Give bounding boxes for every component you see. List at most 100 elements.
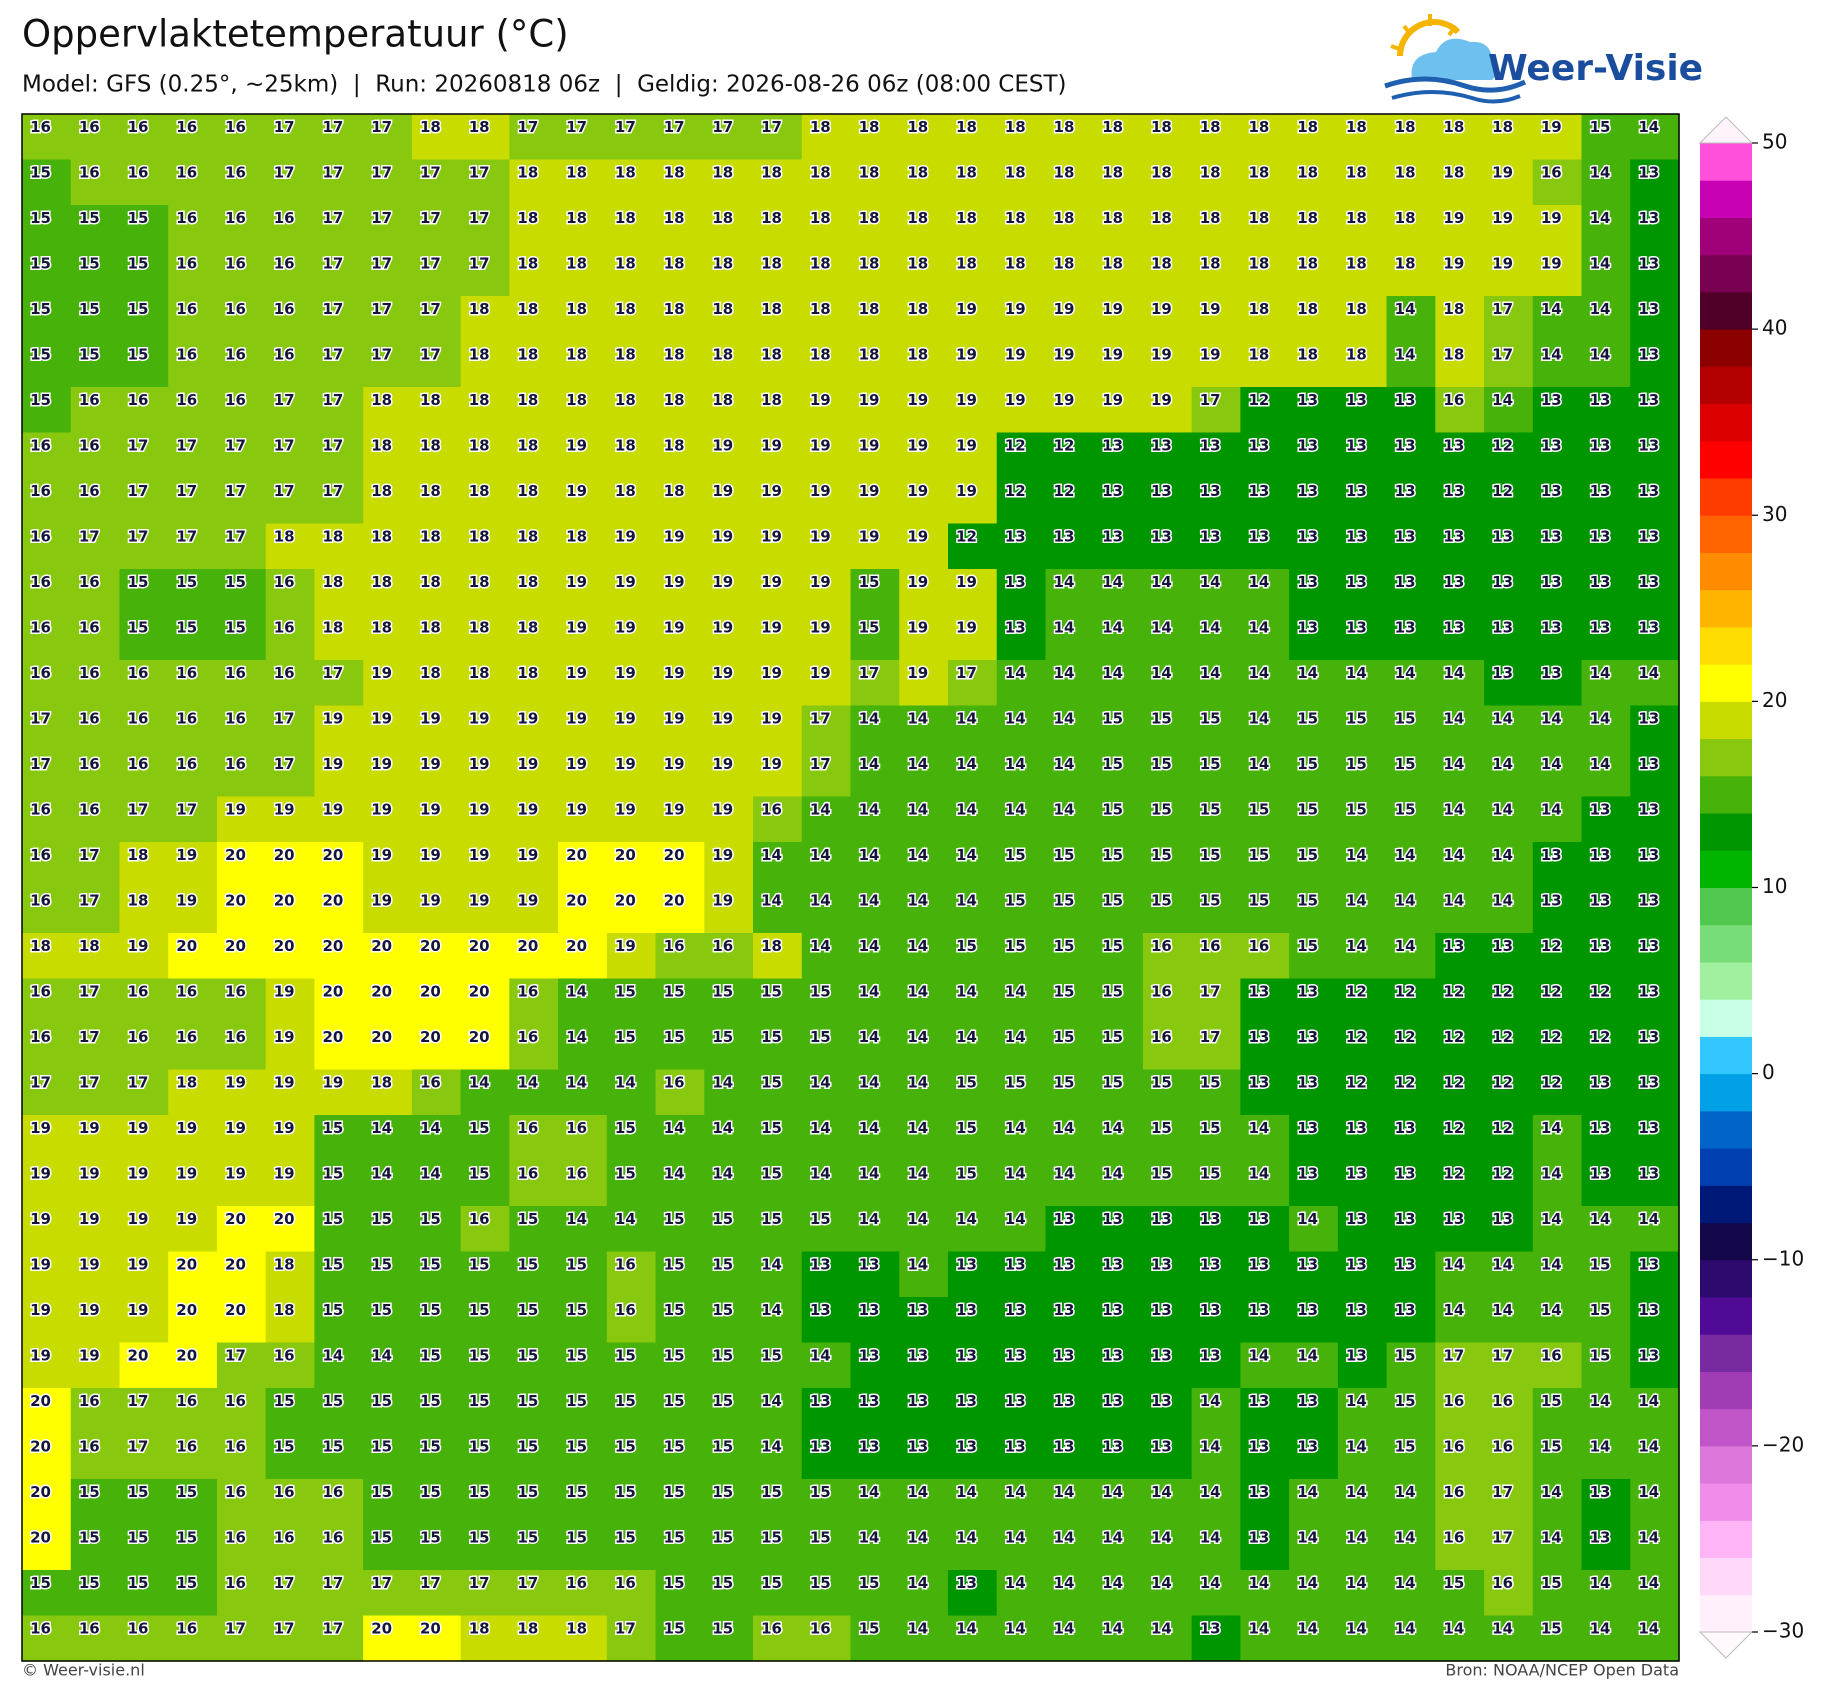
temperature-label: 16 [79,1392,100,1410]
temperature-cell [947,296,998,343]
temperature-label: 18 [1443,118,1464,136]
temperature-label: 15 [1151,1119,1172,1137]
temperature-cell [1581,387,1631,434]
temperature-label: 14 [1638,1392,1659,1410]
temperature-label: 16 [79,1620,100,1638]
temperature-label: 14 [1248,710,1269,728]
temperature-cell [1289,159,1339,206]
colorbar-band [1700,1594,1752,1633]
temperature-label: 17 [956,664,977,682]
temperature-cell [1532,432,1583,479]
temperature-label: 14 [1151,664,1172,682]
temperature-label: 18 [517,664,538,682]
temperature-cell [801,296,852,343]
temperature-cell [216,159,267,206]
temperature-label: 14 [371,1165,392,1183]
temperature-cell [1045,114,1095,161]
temperature-cell [119,478,169,525]
temperature-label: 15 [469,1529,490,1547]
temperature-label: 15 [469,1165,490,1183]
temperature-cell [1337,250,1388,297]
temperature-label: 14 [956,892,977,910]
temperature-label: 14 [1590,1620,1611,1638]
temperature-cell [460,296,510,343]
temperature-label: 15 [420,1347,441,1365]
temperature-cell [558,341,608,388]
temperature-label: 18 [274,528,295,546]
temperature-cell [1484,205,1534,252]
temperature-label: 19 [664,801,685,819]
temperature-label: 13 [1248,528,1269,546]
temperature-cell [606,432,657,479]
temperature-cell [1045,387,1095,434]
temperature-cell [460,387,510,434]
temperature-label: 13 [1590,1074,1611,1092]
temperature-label: 20 [225,1301,246,1319]
temperature-cell [850,114,900,161]
temperature-cell [1484,341,1534,388]
temperature-label: 19 [371,892,392,910]
temperature-cell [1045,159,1095,206]
temperature-label: 14 [566,1074,587,1092]
temperature-label: 14 [1102,664,1123,682]
temperature-label: 14 [956,1210,977,1228]
temperature-label: 14 [1346,1574,1367,1592]
colorbar-tick-label: −10 [1762,1246,1804,1270]
temperature-label: 17 [371,209,392,227]
temperature-cell [899,387,949,434]
temperature-cell [1337,159,1388,206]
temperature-label: 14 [1443,1256,1464,1274]
temperature-label: 13 [1492,619,1513,637]
temperature-cell [1435,341,1485,388]
temperature-cell [996,296,1047,343]
colorbar-band [1700,552,1752,591]
temperature-label: 18 [859,164,880,182]
temperature-label: 16 [176,255,197,273]
temperature-label: 16 [615,1256,636,1274]
temperature-label: 13 [1346,528,1367,546]
temperature-label: 18 [1297,164,1318,182]
temperature-label: 15 [1297,846,1318,864]
temperature-label: 17 [128,482,149,500]
temperature-label: 14 [761,892,782,910]
temperature-label: 16 [274,619,295,637]
temperature-label: 12 [1395,1028,1416,1046]
temperature-label: 15 [615,1392,636,1410]
temperature-label: 15 [566,1347,587,1365]
temperature-label: 15 [1054,937,1075,955]
colorbar-band [1700,143,1752,181]
temperature-label: 15 [810,1210,831,1228]
temperature-label: 13 [1638,710,1659,728]
temperature-cell [1484,296,1534,343]
temperature-label: 15 [664,1620,685,1638]
temperature-label: 20 [371,1620,392,1638]
temperature-label: 19 [517,755,538,773]
temperature-label: 15 [761,1028,782,1046]
temperature-label: 15 [1248,846,1269,864]
colorbar-band [1700,180,1752,218]
temperature-label: 18 [30,937,51,955]
temperature-label: 14 [859,1074,880,1092]
colorbar-tick-label: 10 [1762,874,1787,898]
temperature-label: 14 [907,1119,928,1137]
colorbar-band [1700,1296,1752,1335]
temperature-label: 13 [1395,482,1416,500]
temperature-cell [168,250,218,297]
temperature-cell [1630,205,1680,252]
colorbar-band [1700,887,1752,926]
temperature-label: 13 [1151,1210,1172,1228]
temperature-label: 12 [956,528,977,546]
temperature-cell [119,114,169,161]
temperature-label: 16 [176,1620,197,1638]
temperature-cell [558,387,608,434]
temperature-cell [509,478,559,525]
temperature-label: 12 [1492,983,1513,1001]
temperature-label: 13 [1346,1256,1367,1274]
subtitle: Model: GFS (0.25°, ~25km) | Run: 2026081… [22,72,1067,98]
temperature-label: 15 [615,983,636,1001]
temperature-cell [996,114,1047,161]
temperature-label: 13 [1005,528,1026,546]
temperature-label: 20 [225,846,246,864]
temperature-label: 15 [79,1529,100,1547]
temperature-label: 16 [79,710,100,728]
